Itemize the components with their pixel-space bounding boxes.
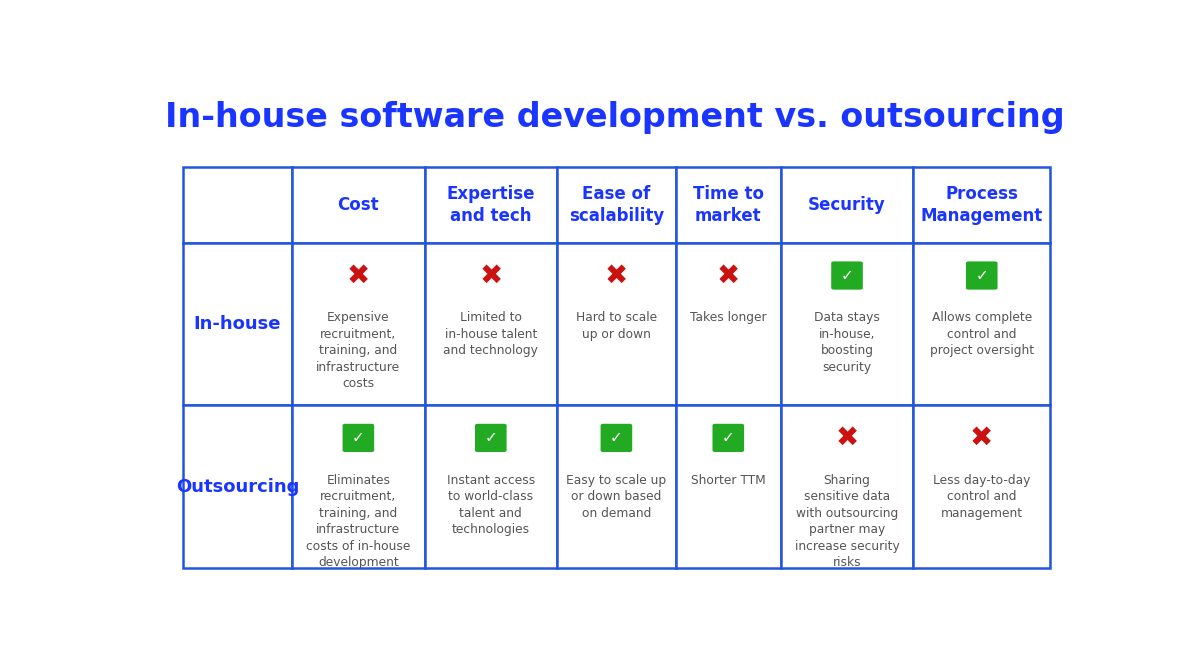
FancyBboxPatch shape — [342, 424, 374, 452]
Text: Data stays
in-house,
boosting
security: Data stays in-house, boosting security — [814, 311, 880, 374]
Text: ✓: ✓ — [722, 430, 734, 445]
Text: ✖: ✖ — [479, 261, 503, 290]
FancyBboxPatch shape — [600, 424, 632, 452]
Bar — [676, 405, 781, 568]
Text: Less day-to-day
control and
management: Less day-to-day control and management — [934, 474, 1031, 519]
Bar — [425, 243, 557, 405]
Text: ✓: ✓ — [841, 268, 853, 283]
Text: Sharing
sensitive data
with outsourcing
partner may
increase security
risks: Sharing sensitive data with outsourcing … — [794, 474, 899, 569]
Text: Takes longer: Takes longer — [690, 311, 767, 324]
Bar — [292, 405, 425, 568]
Bar — [557, 243, 676, 405]
Text: Ease of
scalability: Ease of scalability — [569, 185, 664, 225]
Text: Shorter TTM: Shorter TTM — [691, 474, 766, 487]
Bar — [292, 243, 425, 405]
Text: In-house software development vs. outsourcing: In-house software development vs. outsou… — [166, 102, 1064, 134]
Text: ✓: ✓ — [976, 268, 988, 283]
Bar — [557, 405, 676, 568]
Text: ✓: ✓ — [485, 430, 497, 445]
Text: Eliminates
recruitment,
training, and
infrastructure
costs of in-house
developme: Eliminates recruitment, training, and in… — [306, 474, 410, 569]
Text: ✖: ✖ — [605, 261, 628, 290]
FancyBboxPatch shape — [832, 261, 863, 290]
Bar — [182, 405, 292, 568]
Text: Outsourcing: Outsourcing — [175, 477, 299, 496]
Text: Expensive
recruitment,
training, and
infrastructure
costs: Expensive recruitment, training, and inf… — [317, 311, 401, 390]
Bar — [913, 167, 1050, 243]
Text: Instant access
to world-class
talent and
technologies: Instant access to world-class talent and… — [446, 474, 535, 536]
Bar — [182, 243, 292, 405]
Text: ✓: ✓ — [610, 430, 623, 445]
FancyBboxPatch shape — [475, 424, 506, 452]
Text: In-house: In-house — [193, 315, 281, 333]
Text: Cost: Cost — [337, 196, 379, 214]
Bar — [781, 405, 913, 568]
Text: Easy to scale up
or down based
on demand: Easy to scale up or down based on demand — [566, 474, 666, 519]
Text: Time to
market: Time to market — [692, 185, 763, 225]
Text: ✖: ✖ — [970, 424, 994, 452]
Text: Allows complete
control and
project oversight: Allows complete control and project over… — [930, 311, 1034, 357]
Bar — [676, 167, 781, 243]
Text: ✓: ✓ — [352, 430, 365, 445]
Text: ✖: ✖ — [835, 424, 859, 452]
Text: Limited to
in-house talent
and technology: Limited to in-house talent and technolog… — [443, 311, 539, 357]
Bar — [425, 167, 557, 243]
FancyBboxPatch shape — [713, 424, 744, 452]
Bar — [292, 167, 425, 243]
Bar — [913, 405, 1050, 568]
Bar — [676, 243, 781, 405]
Bar — [557, 167, 676, 243]
Text: Expertise
and tech: Expertise and tech — [446, 185, 535, 225]
Text: Security: Security — [808, 196, 886, 214]
Text: Process
Management: Process Management — [920, 185, 1043, 225]
Text: ✖: ✖ — [347, 261, 370, 290]
Bar — [781, 243, 913, 405]
Bar — [913, 243, 1050, 405]
Text: Hard to scale
up or down: Hard to scale up or down — [576, 311, 656, 341]
Bar — [425, 405, 557, 568]
Text: ✖: ✖ — [716, 261, 740, 290]
FancyBboxPatch shape — [966, 261, 997, 290]
Bar — [182, 167, 292, 243]
Bar — [781, 167, 913, 243]
